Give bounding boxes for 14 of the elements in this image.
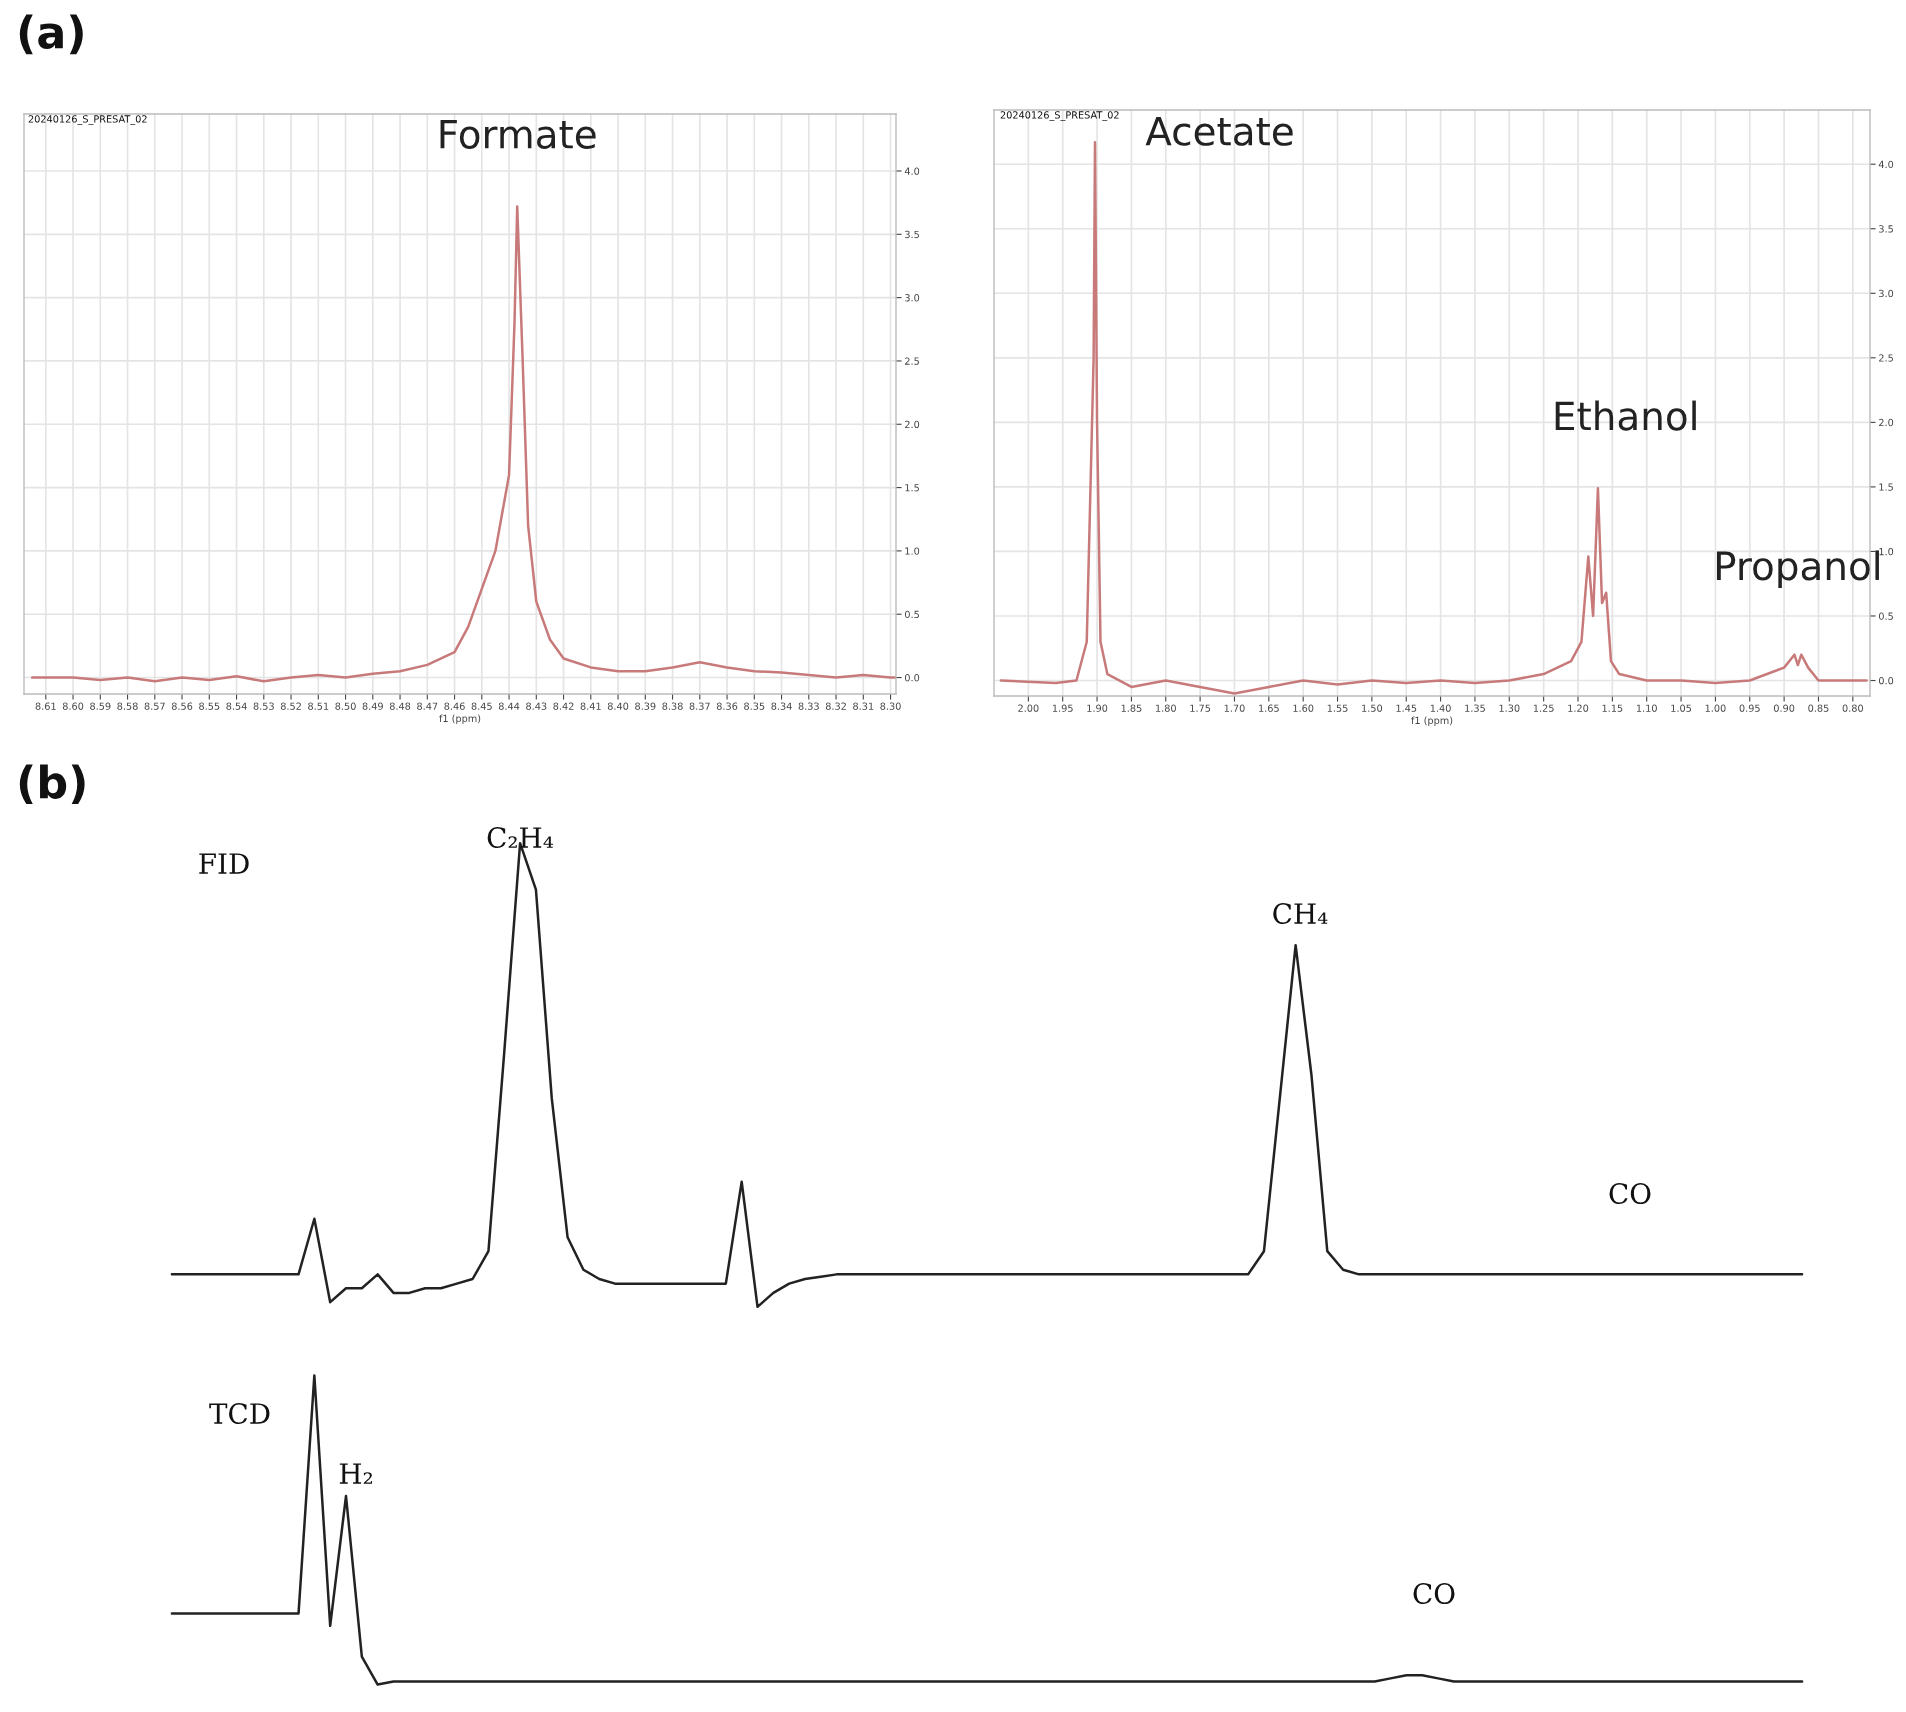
line-series xyxy=(30,205,896,683)
annotation: CO xyxy=(1413,1583,1455,1605)
annotation: FID xyxy=(199,853,249,874)
annotation: H₂ xyxy=(339,1463,372,1484)
annotation: CH₄ xyxy=(1273,903,1328,925)
annotation: Formate xyxy=(440,120,596,149)
annotation: TCD xyxy=(209,1403,270,1425)
text: (b) xyxy=(19,764,85,805)
annotation: C₂H₄ xyxy=(487,827,554,849)
annotation: Ethanol xyxy=(1555,400,1696,431)
annotation: Acetate xyxy=(1145,116,1293,146)
text: (a) xyxy=(19,14,83,55)
annotation: Propanol xyxy=(1716,550,1879,589)
annotation: CO xyxy=(1609,1183,1651,1205)
